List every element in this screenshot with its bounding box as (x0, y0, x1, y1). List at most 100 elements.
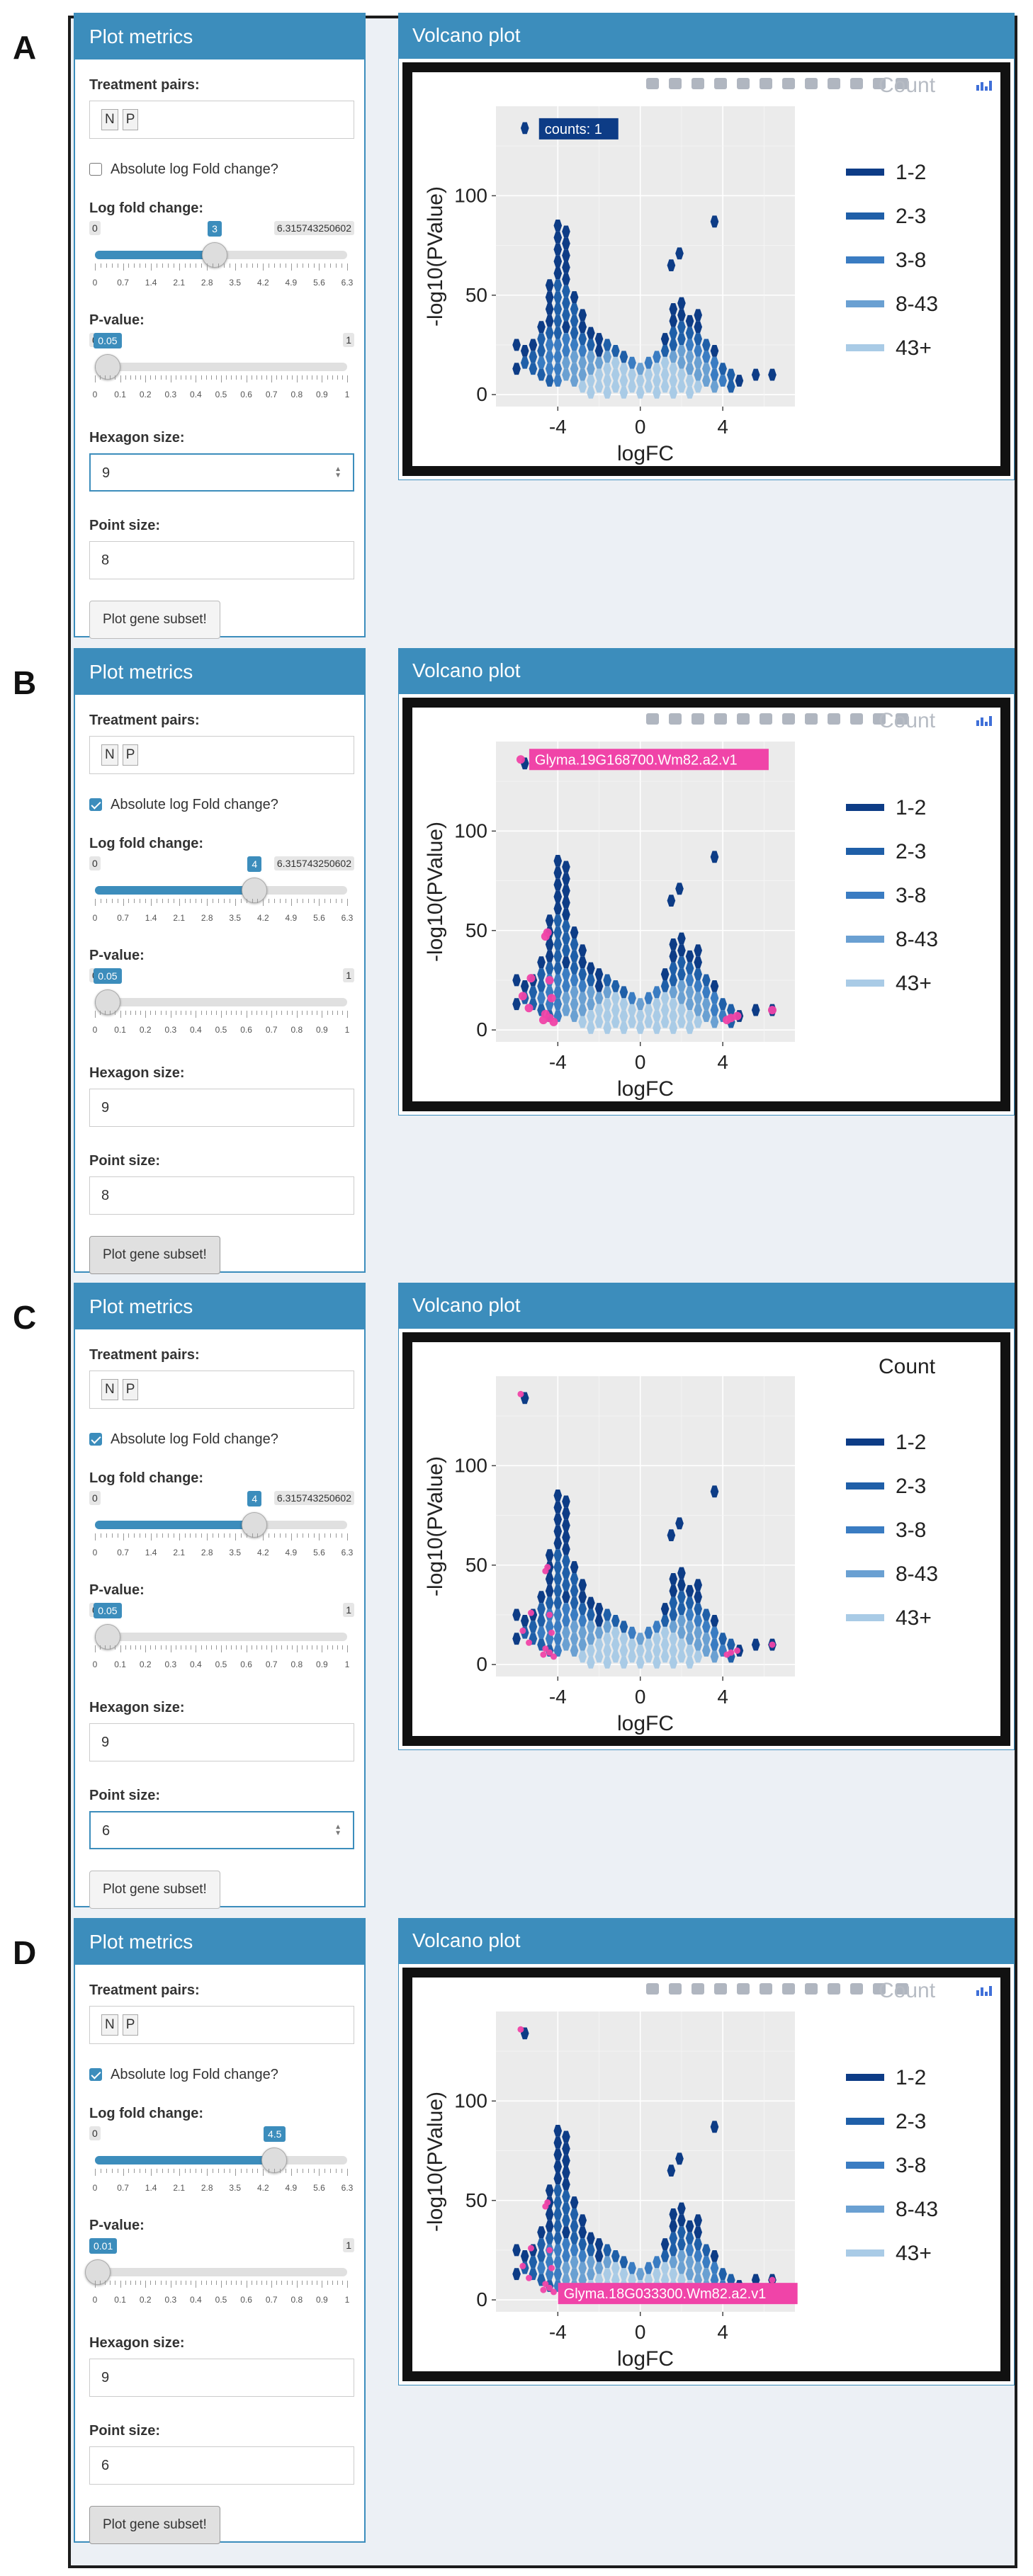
pvalue-slider-handle[interactable] (94, 354, 120, 380)
box-select-icon[interactable] (714, 1983, 727, 1995)
pvalue-slider[interactable]: 0 1 0.05 0 0.1 0.2 0.3 0.4 0.5 0.6 0.7 0.8 0.9 1 (89, 968, 354, 1050)
treatment-chip[interactable]: N (101, 2014, 118, 2036)
plot-gene-subset-button[interactable]: Plot gene subset! (89, 601, 220, 639)
pvalue-slider-track[interactable] (95, 363, 347, 371)
hexbin-cell (553, 1501, 563, 1514)
pan-icon[interactable] (692, 78, 704, 89)
zoom-out-icon[interactable] (782, 1983, 795, 1995)
autoscale-icon[interactable] (805, 1983, 818, 1995)
point-size-input[interactable]: 8 (89, 541, 354, 579)
hexbin-cell (537, 1591, 546, 1604)
spike-lines-icon[interactable] (850, 713, 863, 725)
pan-icon[interactable] (692, 713, 704, 725)
logfc-slider[interactable]: 0 6.315743250602 3 0 0.7 1.4 2.1 2.8 3.5 4.2 4.9 5.… (89, 221, 354, 303)
reset-axes-icon[interactable] (828, 78, 840, 89)
hexagon-size-input[interactable]: 9 (89, 1089, 354, 1127)
absolute-logfc-checkbox[interactable] (89, 1433, 102, 1446)
lasso-icon[interactable] (737, 1983, 750, 1995)
hexbin-cell (553, 914, 563, 927)
box-select-icon[interactable] (714, 713, 727, 725)
absolute-logfc-checkbox[interactable] (89, 163, 102, 176)
box-select-icon[interactable] (714, 78, 727, 89)
plot-gene-subset-button[interactable]: Plot gene subset! (89, 2506, 220, 2544)
plot-gene-subset-button[interactable]: Plot gene subset! (89, 1871, 220, 1909)
hexbin-cell (553, 2125, 563, 2137)
absolute-logfc-checkbox[interactable] (89, 2068, 102, 2081)
treatment-chip[interactable]: N (101, 1379, 118, 1400)
logfc-slider-handle[interactable] (202, 242, 228, 268)
point-size-spinner[interactable]: ▲ ▼ (334, 1823, 341, 1837)
absolute-logfc-checkbox-row[interactable]: Absolute log Fold change? (89, 2064, 351, 2085)
pvalue-slider-handle[interactable] (94, 1624, 120, 1650)
pvalue-slider-tick-labels: 0 0.1 0.2 0.3 0.4 0.5 0.6 0.7 0.8 0.9 1 (89, 1025, 354, 1036)
volcano-plot-svg: 0 50 100 -4 0 4 logFC -log10(PValue) 1-2 2-3 3-8 8-… (424, 74, 992, 465)
zoom-icon[interactable] (669, 78, 682, 89)
zoom-in-icon[interactable] (760, 1983, 772, 1995)
hexbin-cell (603, 2256, 611, 2269)
hover-closest-icon[interactable] (873, 78, 886, 89)
treatment-chip[interactable]: N (101, 744, 118, 766)
camera-icon[interactable] (646, 713, 659, 725)
camera-icon[interactable] (646, 1983, 659, 1995)
hover-closest-icon[interactable] (873, 1983, 886, 1995)
autoscale-icon[interactable] (805, 78, 818, 89)
spike-lines-icon[interactable] (850, 1983, 863, 1995)
logfc-slider[interactable]: 0 6.315743250602 4 0 0.7 1.4 2.1 2.8 3.5 4.2 4.9 5.… (89, 856, 354, 938)
zoom-out-icon[interactable] (782, 713, 795, 725)
hexagon-size-input[interactable]: 9 ▲ ▼ (89, 453, 354, 492)
pvalue-slider-handle[interactable] (94, 989, 120, 1015)
hover-closest-icon[interactable] (873, 713, 886, 725)
zoom-icon[interactable] (669, 1983, 682, 1995)
zoom-out-icon[interactable] (782, 78, 795, 89)
pvalue-slider[interactable]: 1 0.01 0 0.1 0.2 0.3 0.4 0.5 0.6 0.7 0.8 0.9 1 (84, 2238, 354, 2320)
hexagon-size-input[interactable]: 9 (89, 1723, 354, 1761)
absolute-logfc-checkbox-row[interactable]: Absolute log Fold change? (89, 1429, 351, 1450)
absolute-logfc-checkbox-row[interactable]: Absolute log Fold change? (89, 794, 351, 815)
plot-gene-subset-button[interactable]: Plot gene subset! (89, 1236, 220, 1274)
hexagon-size-spinner[interactable]: ▲ ▼ (334, 465, 341, 480)
reset-axes-icon[interactable] (828, 713, 840, 725)
zoom-in-icon[interactable] (760, 713, 772, 725)
hover-compare-icon[interactable] (896, 1983, 908, 1995)
zoom-icon[interactable] (669, 713, 682, 725)
point-size-input[interactable]: 6 ▲ ▼ (89, 1811, 354, 1849)
treatment-pairs-label: Treatment pairs: (89, 713, 200, 728)
x-axis-label: logFC (617, 442, 674, 465)
treatment-chip[interactable]: P (122, 1379, 139, 1400)
pan-icon[interactable] (692, 1983, 704, 1995)
lasso-icon[interactable] (737, 713, 750, 725)
camera-icon[interactable] (646, 78, 659, 89)
hexbin-cell (653, 1021, 661, 1034)
hexagon-size-input[interactable]: 9 (89, 2359, 354, 2397)
autoscale-icon[interactable] (805, 713, 818, 725)
hover-compare-icon[interactable] (896, 713, 908, 725)
point-size-input[interactable]: 8 (89, 1176, 354, 1215)
zoom-in-icon[interactable] (760, 78, 772, 89)
absolute-logfc-checkbox[interactable] (89, 798, 102, 811)
logfc-slider[interactable]: 0 6.315743250602 4 0 0.7 1.4 2.1 2.8 3.5 4.2 4.9 5.… (89, 1491, 354, 1573)
absolute-logfc-checkbox-row[interactable]: Absolute log Fold change? (89, 159, 351, 180)
pvalue-slider-track[interactable] (95, 1633, 347, 1641)
hover-compare-icon[interactable] (896, 78, 908, 89)
treatment-chip[interactable]: P (122, 2014, 139, 2036)
pvalue-slider-handle[interactable] (84, 2259, 111, 2285)
point-size-input[interactable]: 6 (89, 2446, 354, 2485)
logfc-slider[interactable]: 0 4.5 0 0.7 1.4 2.1 2.8 3.5 4.2 4.9 5.6 6.3 (89, 2126, 354, 2208)
reset-axes-icon[interactable] (828, 1983, 840, 1995)
treatment-chip[interactable]: P (122, 109, 139, 130)
pvalue-slider-track[interactable] (95, 2268, 347, 2276)
pvalue-slider-track[interactable] (95, 998, 347, 1006)
hexbin-cell (578, 2262, 587, 2274)
treatment-chip[interactable]: N (101, 109, 118, 130)
hexbin-cell (603, 1021, 611, 1034)
pvalue-slider[interactable]: 0 1 0.05 0 0.1 0.2 0.3 0.4 0.5 0.6 0.7 0.8 0.9 1 (89, 333, 354, 415)
spike-lines-icon[interactable] (850, 78, 863, 89)
legend-swatch (846, 2162, 884, 2169)
lasso-icon[interactable] (737, 78, 750, 89)
pvalue-slider[interactable]: 0 1 0.05 0 0.1 0.2 0.3 0.4 0.5 0.6 0.7 0.8 0.9 1 (89, 1603, 354, 1685)
treatment-chip[interactable]: P (122, 744, 139, 766)
